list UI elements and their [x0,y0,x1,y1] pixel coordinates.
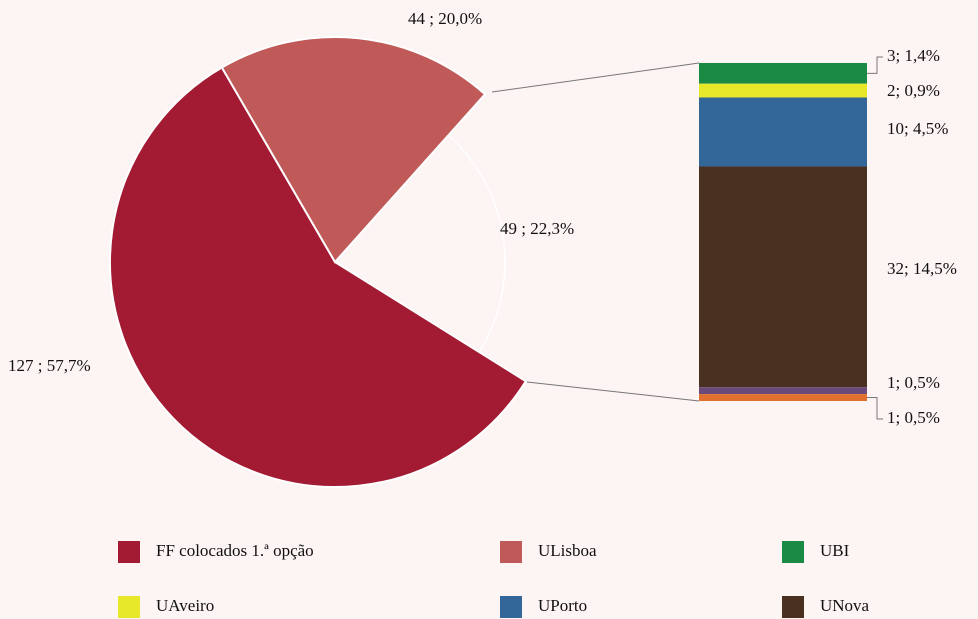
data-label: 44 ; 20,0% [408,9,482,28]
bar-segment [699,387,867,395]
legend-label: FF colocados 1.ª opção [156,541,314,560]
pie-slice [333,134,506,354]
pie-slice [220,36,487,264]
legend-swatch [118,596,140,618]
legend-label: ULisboa [538,541,597,560]
data-label: 1; 0,5% [887,373,940,392]
data-label: 10; 4,5% [887,119,948,138]
legend-label: UPorto [538,596,587,615]
data-label: 127 ; 57,7% [8,356,91,375]
legend-swatch [500,596,522,618]
data-label: 2; 0,9% [887,81,940,100]
connector [526,381,700,402]
connector [491,62,700,93]
bar-segment [699,394,867,401]
legend-swatch [118,541,140,563]
pie-slice [109,66,528,488]
leader-line [867,397,883,420]
legend-swatch [500,541,522,563]
legend-label: UNova [820,596,870,615]
bar-segment [699,63,867,84]
bar-segment [699,97,867,167]
legend-label: UBI [820,541,850,560]
legend-swatch [782,596,804,618]
legend-swatch [782,541,804,563]
legend-label: UAveiro [156,596,214,615]
data-label: 3; 1,4% [887,46,940,65]
data-label: 1; 0,5% [887,408,940,427]
bar-segment [699,83,867,98]
data-label: 32; 14,5% [887,259,957,278]
leader-line [867,56,883,74]
data-label: 49 ; 22,3% [500,219,574,238]
bar-segment [699,166,867,388]
